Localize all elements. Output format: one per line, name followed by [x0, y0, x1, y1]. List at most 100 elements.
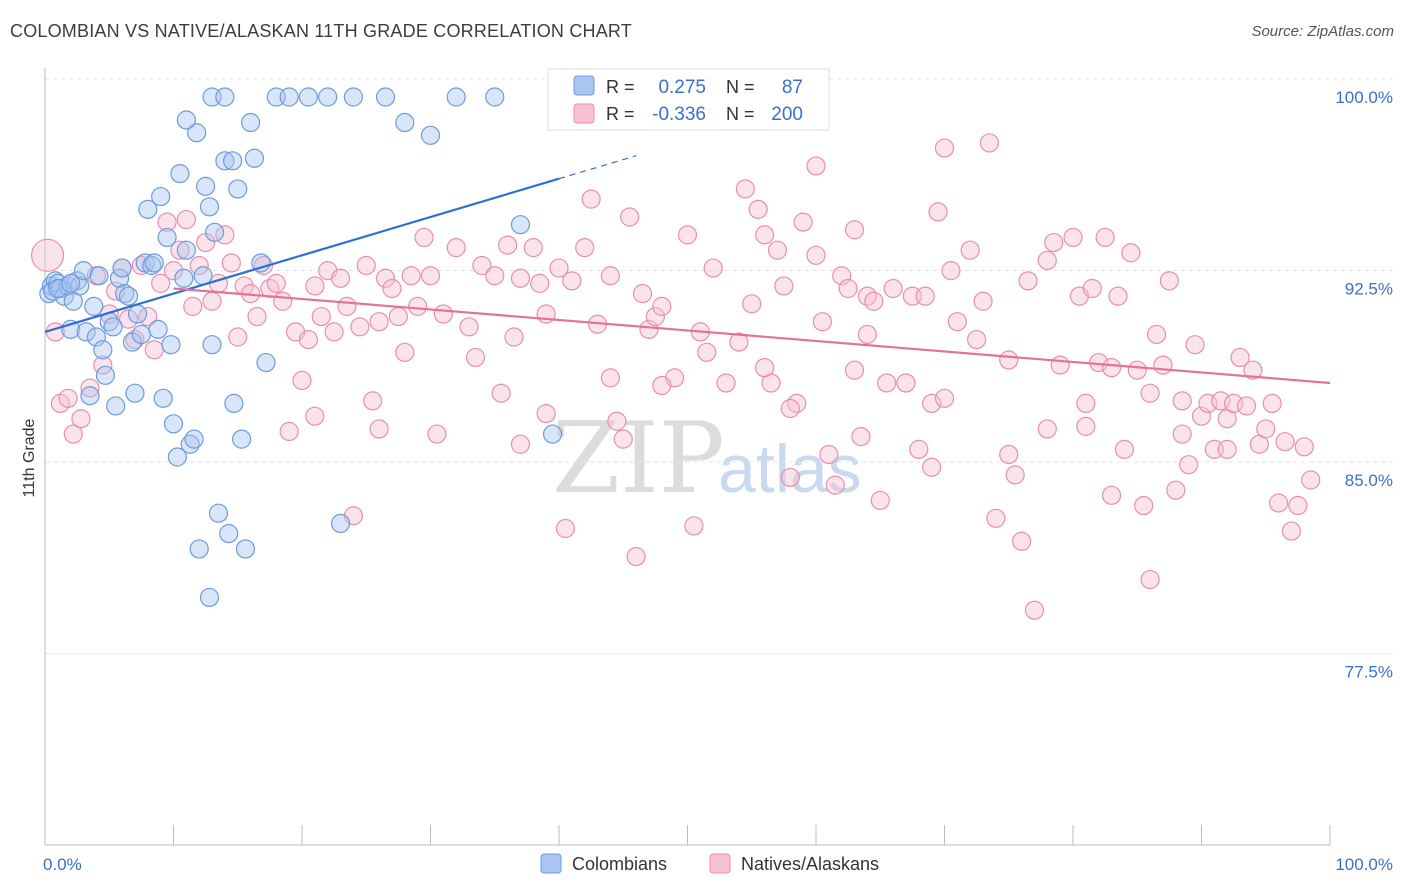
- data-point: [1288, 495, 1308, 516]
- data-point: [1037, 419, 1057, 439]
- data-point: [223, 151, 243, 171]
- data-point: [1185, 335, 1205, 355]
- data-point: [93, 340, 113, 360]
- data-point: [118, 309, 139, 329]
- data-point: [1172, 391, 1192, 411]
- data-point: [1127, 360, 1147, 380]
- data-point: [251, 253, 271, 273]
- data-point: [138, 199, 158, 219]
- chart-title: COLOMBIAN VS NATIVE/ALASKAN 11TH GRADE C…: [10, 21, 632, 41]
- data-point: [401, 266, 421, 286]
- data-point: [311, 306, 331, 327]
- data-point: [1153, 355, 1173, 375]
- data-point: [844, 360, 865, 380]
- data-point: [167, 447, 187, 467]
- data-point: [1281, 521, 1302, 541]
- data-point: [266, 273, 286, 293]
- data-point: [61, 273, 81, 293]
- series-legend-colombians: Colombians: [572, 854, 667, 874]
- data-point: [337, 296, 357, 316]
- data-point: [215, 151, 235, 171]
- data-point: [812, 312, 833, 332]
- data-point: [48, 278, 68, 299]
- data-point: [232, 429, 252, 449]
- data-point: [427, 424, 447, 444]
- data-point: [645, 306, 665, 327]
- x-tick-label-max: 100.0%: [1335, 855, 1393, 874]
- data-point: [260, 278, 280, 299]
- data-point: [735, 179, 755, 199]
- data-point: [95, 365, 115, 385]
- trend-line-colombians: [44, 177, 560, 333]
- data-point: [73, 261, 94, 281]
- data-point: [864, 291, 884, 311]
- data-point: [1108, 286, 1128, 306]
- data-point: [780, 398, 800, 419]
- data-point: [125, 329, 145, 350]
- data-point: [742, 294, 762, 314]
- data-point: [1140, 569, 1160, 590]
- data-point: [825, 475, 845, 495]
- data-point: [330, 513, 351, 534]
- series-legend-swatch-natives: [709, 853, 731, 874]
- data-point: [973, 291, 993, 311]
- data-point: [183, 296, 203, 316]
- data-point: [63, 424, 83, 444]
- data-point: [1018, 271, 1038, 291]
- stats-legend-box: [547, 68, 830, 131]
- data-point: [774, 276, 794, 296]
- data-point: [356, 255, 376, 276]
- data-point: [684, 516, 704, 536]
- data-point: [979, 133, 1000, 153]
- data-point: [221, 253, 241, 273]
- data-point: [305, 406, 325, 426]
- data-point: [253, 255, 274, 276]
- data-point: [472, 255, 492, 276]
- legend-r-label-pink: R =: [606, 104, 635, 124]
- data-point: [549, 258, 569, 278]
- data-point: [767, 240, 788, 260]
- data-point: [99, 304, 119, 324]
- data-point: [1011, 531, 1032, 551]
- data-point: [819, 444, 839, 465]
- data-point: [180, 434, 200, 454]
- data-point: [915, 286, 935, 306]
- data-point: [170, 164, 190, 184]
- data-point: [562, 271, 582, 291]
- data-point: [343, 87, 363, 107]
- data-point: [780, 467, 800, 488]
- data-point: [30, 238, 65, 272]
- data-point: [189, 255, 209, 276]
- stats-legend: R = 0.275 N = 87 R = -0.336 N = 200: [547, 68, 830, 131]
- data-point: [71, 409, 91, 429]
- data-point: [607, 411, 627, 431]
- data-point: [176, 209, 196, 230]
- data-point: [202, 291, 222, 311]
- data-point: [420, 266, 441, 286]
- data-point: [184, 429, 204, 449]
- data-point: [575, 238, 595, 258]
- data-point: [157, 227, 177, 248]
- data-point: [787, 393, 807, 413]
- data-point: [84, 296, 104, 316]
- data-point: [1159, 271, 1179, 291]
- data-point: [395, 342, 415, 362]
- data-point: [1114, 439, 1135, 459]
- data-point: [157, 212, 177, 232]
- data-point: [170, 240, 190, 260]
- data-point: [228, 327, 248, 347]
- data-point: [148, 319, 168, 339]
- data-point: [941, 261, 961, 281]
- trend-line-natives: [173, 287, 1331, 385]
- data-point: [118, 286, 139, 306]
- data-point: [1217, 439, 1237, 459]
- data-point: [465, 347, 486, 368]
- data-point: [375, 268, 396, 288]
- data-point: [58, 388, 78, 408]
- colombians-points: [39, 87, 608, 608]
- data-point: [729, 332, 749, 352]
- data-point: [967, 329, 987, 350]
- data-point: [459, 317, 479, 337]
- data-point: [838, 278, 858, 299]
- natives-points: [30, 133, 1321, 620]
